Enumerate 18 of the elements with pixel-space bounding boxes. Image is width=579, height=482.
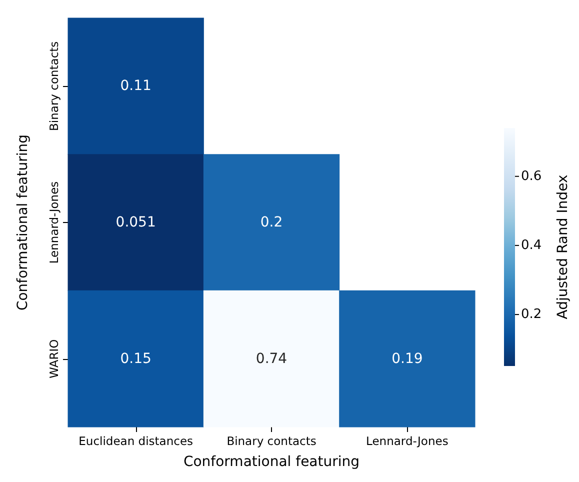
- data-label: 0.15: [120, 350, 152, 367]
- y-axis-title: Conformational featuring: [15, 134, 31, 311]
- x-axis-title: Conformational featuring: [183, 454, 360, 470]
- color-bar-title: Adjusted Rand Index: [555, 174, 571, 320]
- data-label: 0.051: [116, 214, 156, 230]
- y-tick-label: Lennard-Jones: [47, 181, 61, 264]
- x-tick-label: Binary contacts: [226, 434, 316, 448]
- data-label: 0.11: [120, 78, 152, 94]
- color-bar-label: 0.6: [521, 168, 542, 184]
- data-label: 0.19: [392, 350, 423, 367]
- color-bar-label: 0.4: [521, 238, 542, 253]
- y-tick-label: WARIO: [47, 339, 61, 378]
- data-label: 0.74: [256, 350, 288, 367]
- y-tick-label: Binary contacts: [47, 41, 61, 131]
- data-label: 0.2: [260, 214, 283, 230]
- color-bar-label: 0.2: [521, 307, 542, 322]
- x-tick-label: Lennard-Jones: [366, 434, 448, 448]
- x-tick-label: Euclidean distances: [78, 434, 194, 448]
